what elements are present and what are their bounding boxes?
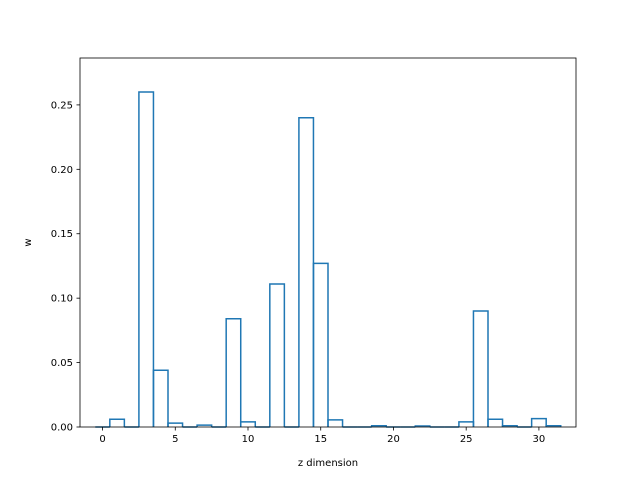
x-tick-label: 20 — [387, 434, 400, 445]
histogram-bar — [487, 418, 504, 427]
y-tick-label: 0.05 — [51, 358, 73, 369]
histogram-bar — [458, 421, 475, 427]
histogram-bar — [167, 422, 184, 427]
histogram-bar — [109, 418, 126, 427]
y-tick-label: 0.10 — [51, 294, 73, 305]
x-tick-label: 30 — [533, 434, 546, 445]
x-tick-label: 10 — [242, 434, 255, 445]
histogram-bar — [196, 424, 213, 427]
y-axis-label: w — [23, 238, 34, 246]
histogram-bar — [138, 91, 155, 427]
x-tick-label: 0 — [99, 434, 105, 445]
histogram-bar — [472, 310, 489, 427]
histogram-bar — [312, 262, 329, 427]
x-tick-label: 25 — [460, 434, 473, 445]
y-tick-label: 0.15 — [51, 229, 73, 240]
x-tick-label: 15 — [314, 434, 327, 445]
y-tick-label: 0.25 — [51, 100, 73, 111]
histogram-bar — [530, 417, 547, 427]
histogram-bar — [269, 283, 286, 427]
y-tick-label: 0.00 — [51, 423, 73, 434]
histogram-bar — [298, 117, 315, 427]
y-tick-label: 0.20 — [51, 165, 73, 176]
histogram-bar — [545, 424, 562, 427]
histogram-bar — [225, 318, 242, 427]
histogram-bar — [327, 419, 344, 427]
histogram-bar — [239, 421, 257, 427]
histogram-bar — [152, 369, 169, 427]
x-tick-label: 5 — [172, 434, 178, 445]
x-axis-label: z dimension — [298, 458, 358, 469]
axes-frame — [79, 57, 577, 428]
histogram-bar — [414, 425, 431, 427]
